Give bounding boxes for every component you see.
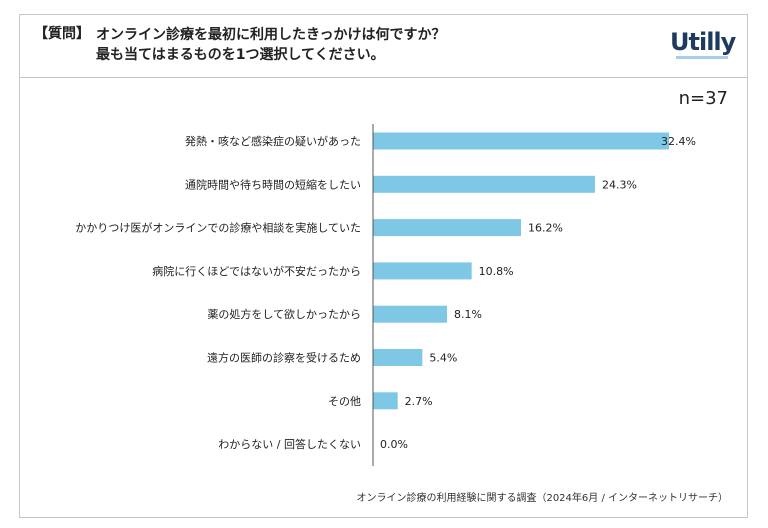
category-label: 通院時間や待ち時間の短縮をしたい — [185, 177, 361, 191]
bar — [373, 175, 595, 193]
category-label: 薬の処方をして欲しかったから — [207, 307, 361, 321]
value-label: 8.1% — [454, 308, 482, 321]
question-line2: 最も当てはまるものを1つ選択してください。 — [96, 47, 385, 63]
question-line1: オンライン診療を最初に利用したきっかけは何ですか？ — [96, 27, 446, 43]
value-label: 32.4% — [661, 135, 696, 148]
value-label: 10.8% — [479, 265, 514, 278]
value-label: 5.4% — [429, 352, 457, 365]
bar — [373, 392, 398, 410]
category-label: 病院に行くほどではないが不安だったから — [152, 264, 361, 278]
bar — [373, 349, 423, 366]
category-label: 遠方の医師の診察を受けるため — [207, 351, 361, 365]
question-tag: 【質問】 — [34, 26, 90, 42]
value-label: 24.3% — [602, 178, 637, 191]
bar — [373, 219, 521, 237]
bar — [373, 305, 447, 323]
logo-tagline — [676, 56, 728, 59]
category-label: わからない / 回答したくない — [218, 437, 361, 451]
category-label: かかりつけ医がオンラインでの診療や相談を実施していた — [75, 221, 361, 235]
value-label: 16.2% — [528, 222, 563, 235]
chart-frame — [19, 14, 748, 518]
source-note: オンライン診療の利用経験に関する調査（2024年6月 / インターネットリサーチ… — [356, 493, 728, 504]
utilly-logo: Utilly — [670, 28, 736, 56]
value-label: 2.7% — [405, 395, 433, 408]
bar — [373, 262, 472, 280]
value-label: 0.0% — [380, 438, 408, 451]
category-label: その他 — [328, 395, 361, 408]
header-divider — [19, 77, 748, 78]
bar — [373, 132, 669, 150]
category-label: 発熱・咳など感染症の疑いがあった — [185, 134, 361, 148]
sample-size: n=37 — [678, 88, 728, 109]
